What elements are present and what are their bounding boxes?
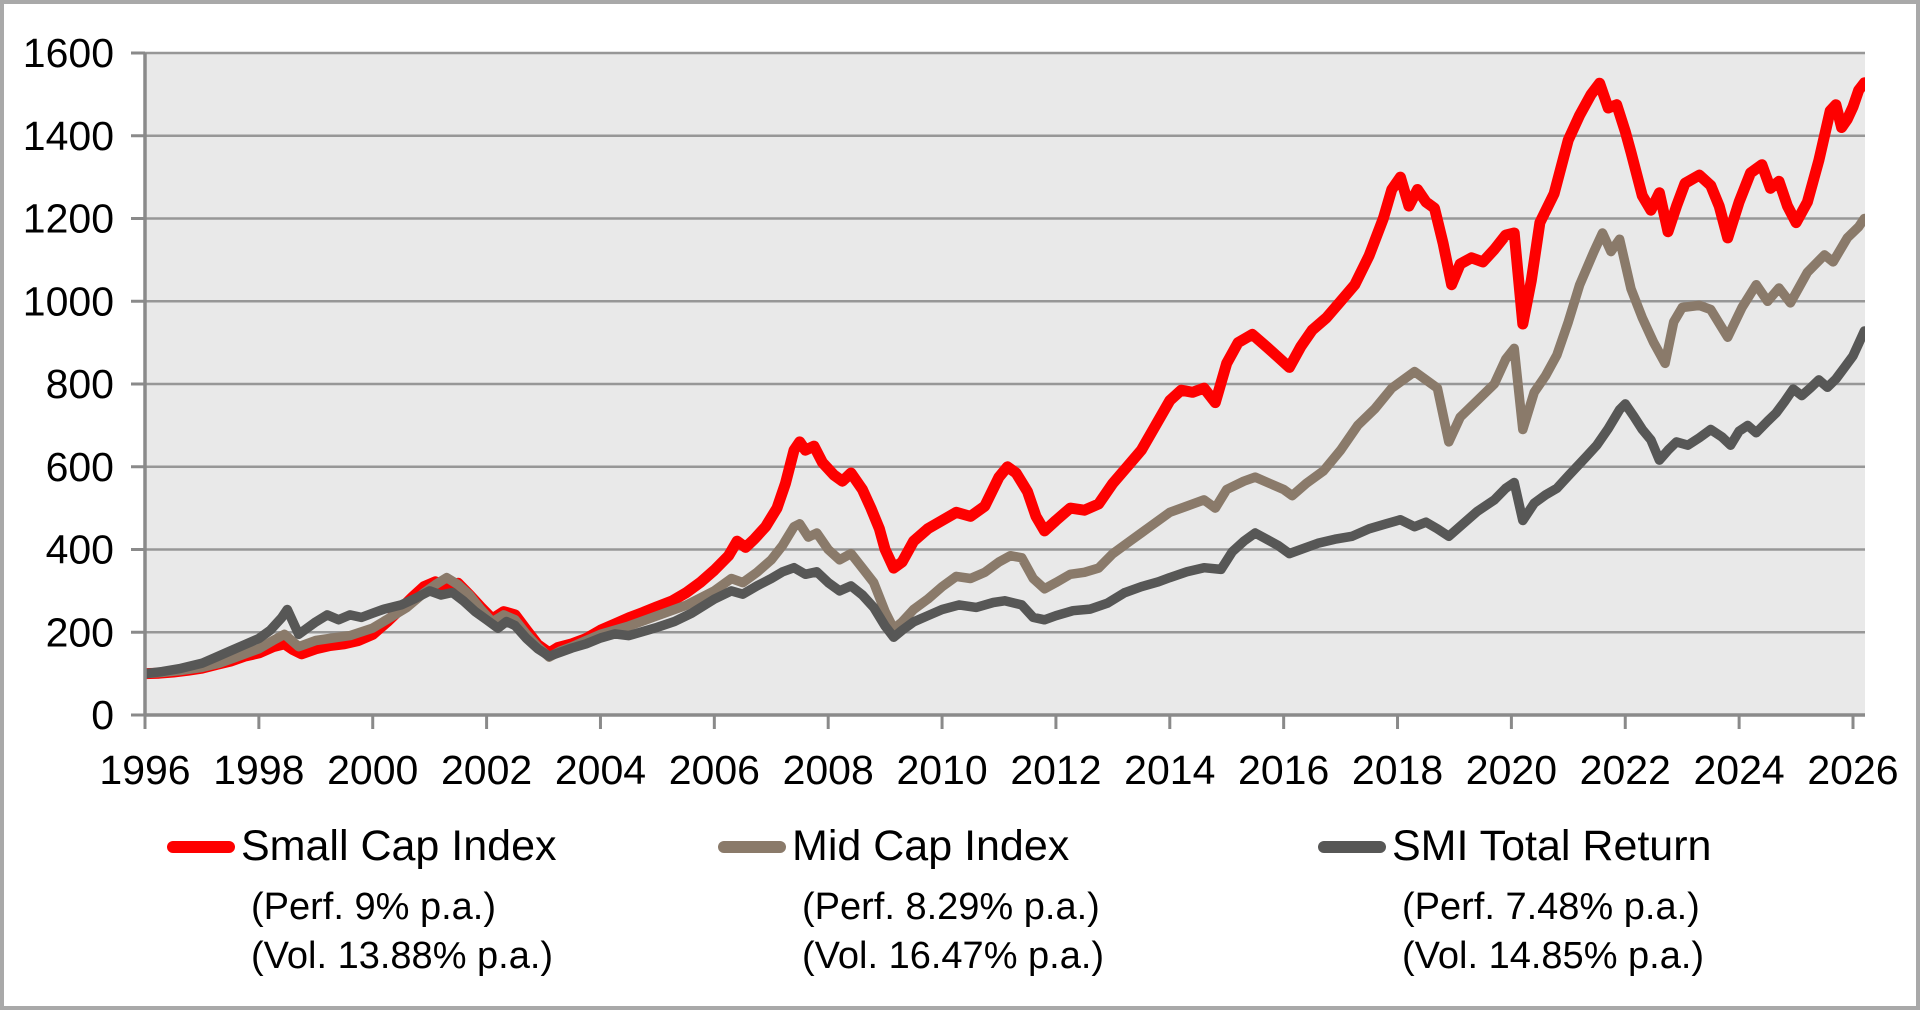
x-axis-label: 2012	[1010, 747, 1101, 793]
x-axis-label: 2020	[1466, 747, 1557, 793]
legend-vol-small-cap: (Vol. 13.88% p.a.)	[251, 935, 554, 977]
series-line-mid-cap-index	[145, 213, 1865, 679]
legend: Small Cap Index (Perf. 9% p.a.) (Vol. 13…	[0, 0, 1920, 977]
legend-vol-smi: (Vol. 14.85% p.a.)	[1402, 935, 1705, 977]
legend-label-small-cap: Small Cap Index	[241, 822, 557, 870]
x-axis-label: 2008	[783, 747, 874, 793]
legend-item-small-cap: Small Cap Index (Perf. 9% p.a.) (Vol. 13…	[167, 822, 557, 978]
x-axis-label: 2016	[1238, 747, 1329, 793]
legend-vol-mid-cap: (Vol. 16.47% p.a.)	[802, 935, 1105, 977]
x-axis-label: 2022	[1580, 747, 1671, 793]
y-axis-label: 600	[46, 444, 114, 490]
legend-item-smi: SMI Total Return (Perf. 7.48% p.a.) (Vol…	[1318, 822, 1711, 978]
y-axis-label: 0	[91, 692, 114, 738]
y-axis-label: 1600	[23, 30, 114, 76]
x-axis-label: 2002	[441, 747, 532, 793]
legend-item-mid-cap: Mid Cap Index (Perf. 8.29% p.a.) (Vol. 1…	[718, 822, 1104, 978]
x-axis-label: 2004	[555, 747, 646, 793]
smi-line-swatch-icon	[1318, 840, 1386, 853]
legend-perf-small-cap: (Perf. 9% p.a.)	[251, 886, 496, 928]
y-axis-label: 1200	[23, 196, 114, 242]
small-cap-line-swatch-icon	[167, 840, 235, 853]
x-axis-label: 1998	[213, 747, 304, 793]
y-axis-label: 800	[46, 361, 114, 407]
legend-perf-mid-cap: (Perf. 8.29% p.a.)	[802, 886, 1100, 928]
x-axis-label: 2014	[1124, 747, 1215, 793]
x-axis-label: 2000	[327, 747, 418, 793]
x-axis-label: 2010	[896, 747, 987, 793]
x-axis-label: 2006	[669, 747, 760, 793]
legend-label-mid-cap: Mid Cap Index	[792, 822, 1070, 870]
y-axis-label: 1400	[23, 113, 114, 159]
series-line-smi-total-return	[145, 326, 1865, 679]
legend-label-smi: SMI Total Return	[1392, 822, 1712, 870]
y-axis-label: 200	[46, 609, 114, 655]
x-axis-label: 2018	[1352, 747, 1443, 793]
y-axis-label: 400	[46, 527, 114, 573]
x-axis-label: 2024	[1694, 747, 1785, 793]
x-axis-label: 2026	[1807, 747, 1898, 793]
x-axis-label: 1996	[99, 747, 190, 793]
legend-perf-smi: (Perf. 7.48% p.a.)	[1402, 886, 1700, 928]
y-axis-label: 1000	[23, 278, 114, 324]
mid-cap-line-swatch-icon	[718, 840, 786, 853]
